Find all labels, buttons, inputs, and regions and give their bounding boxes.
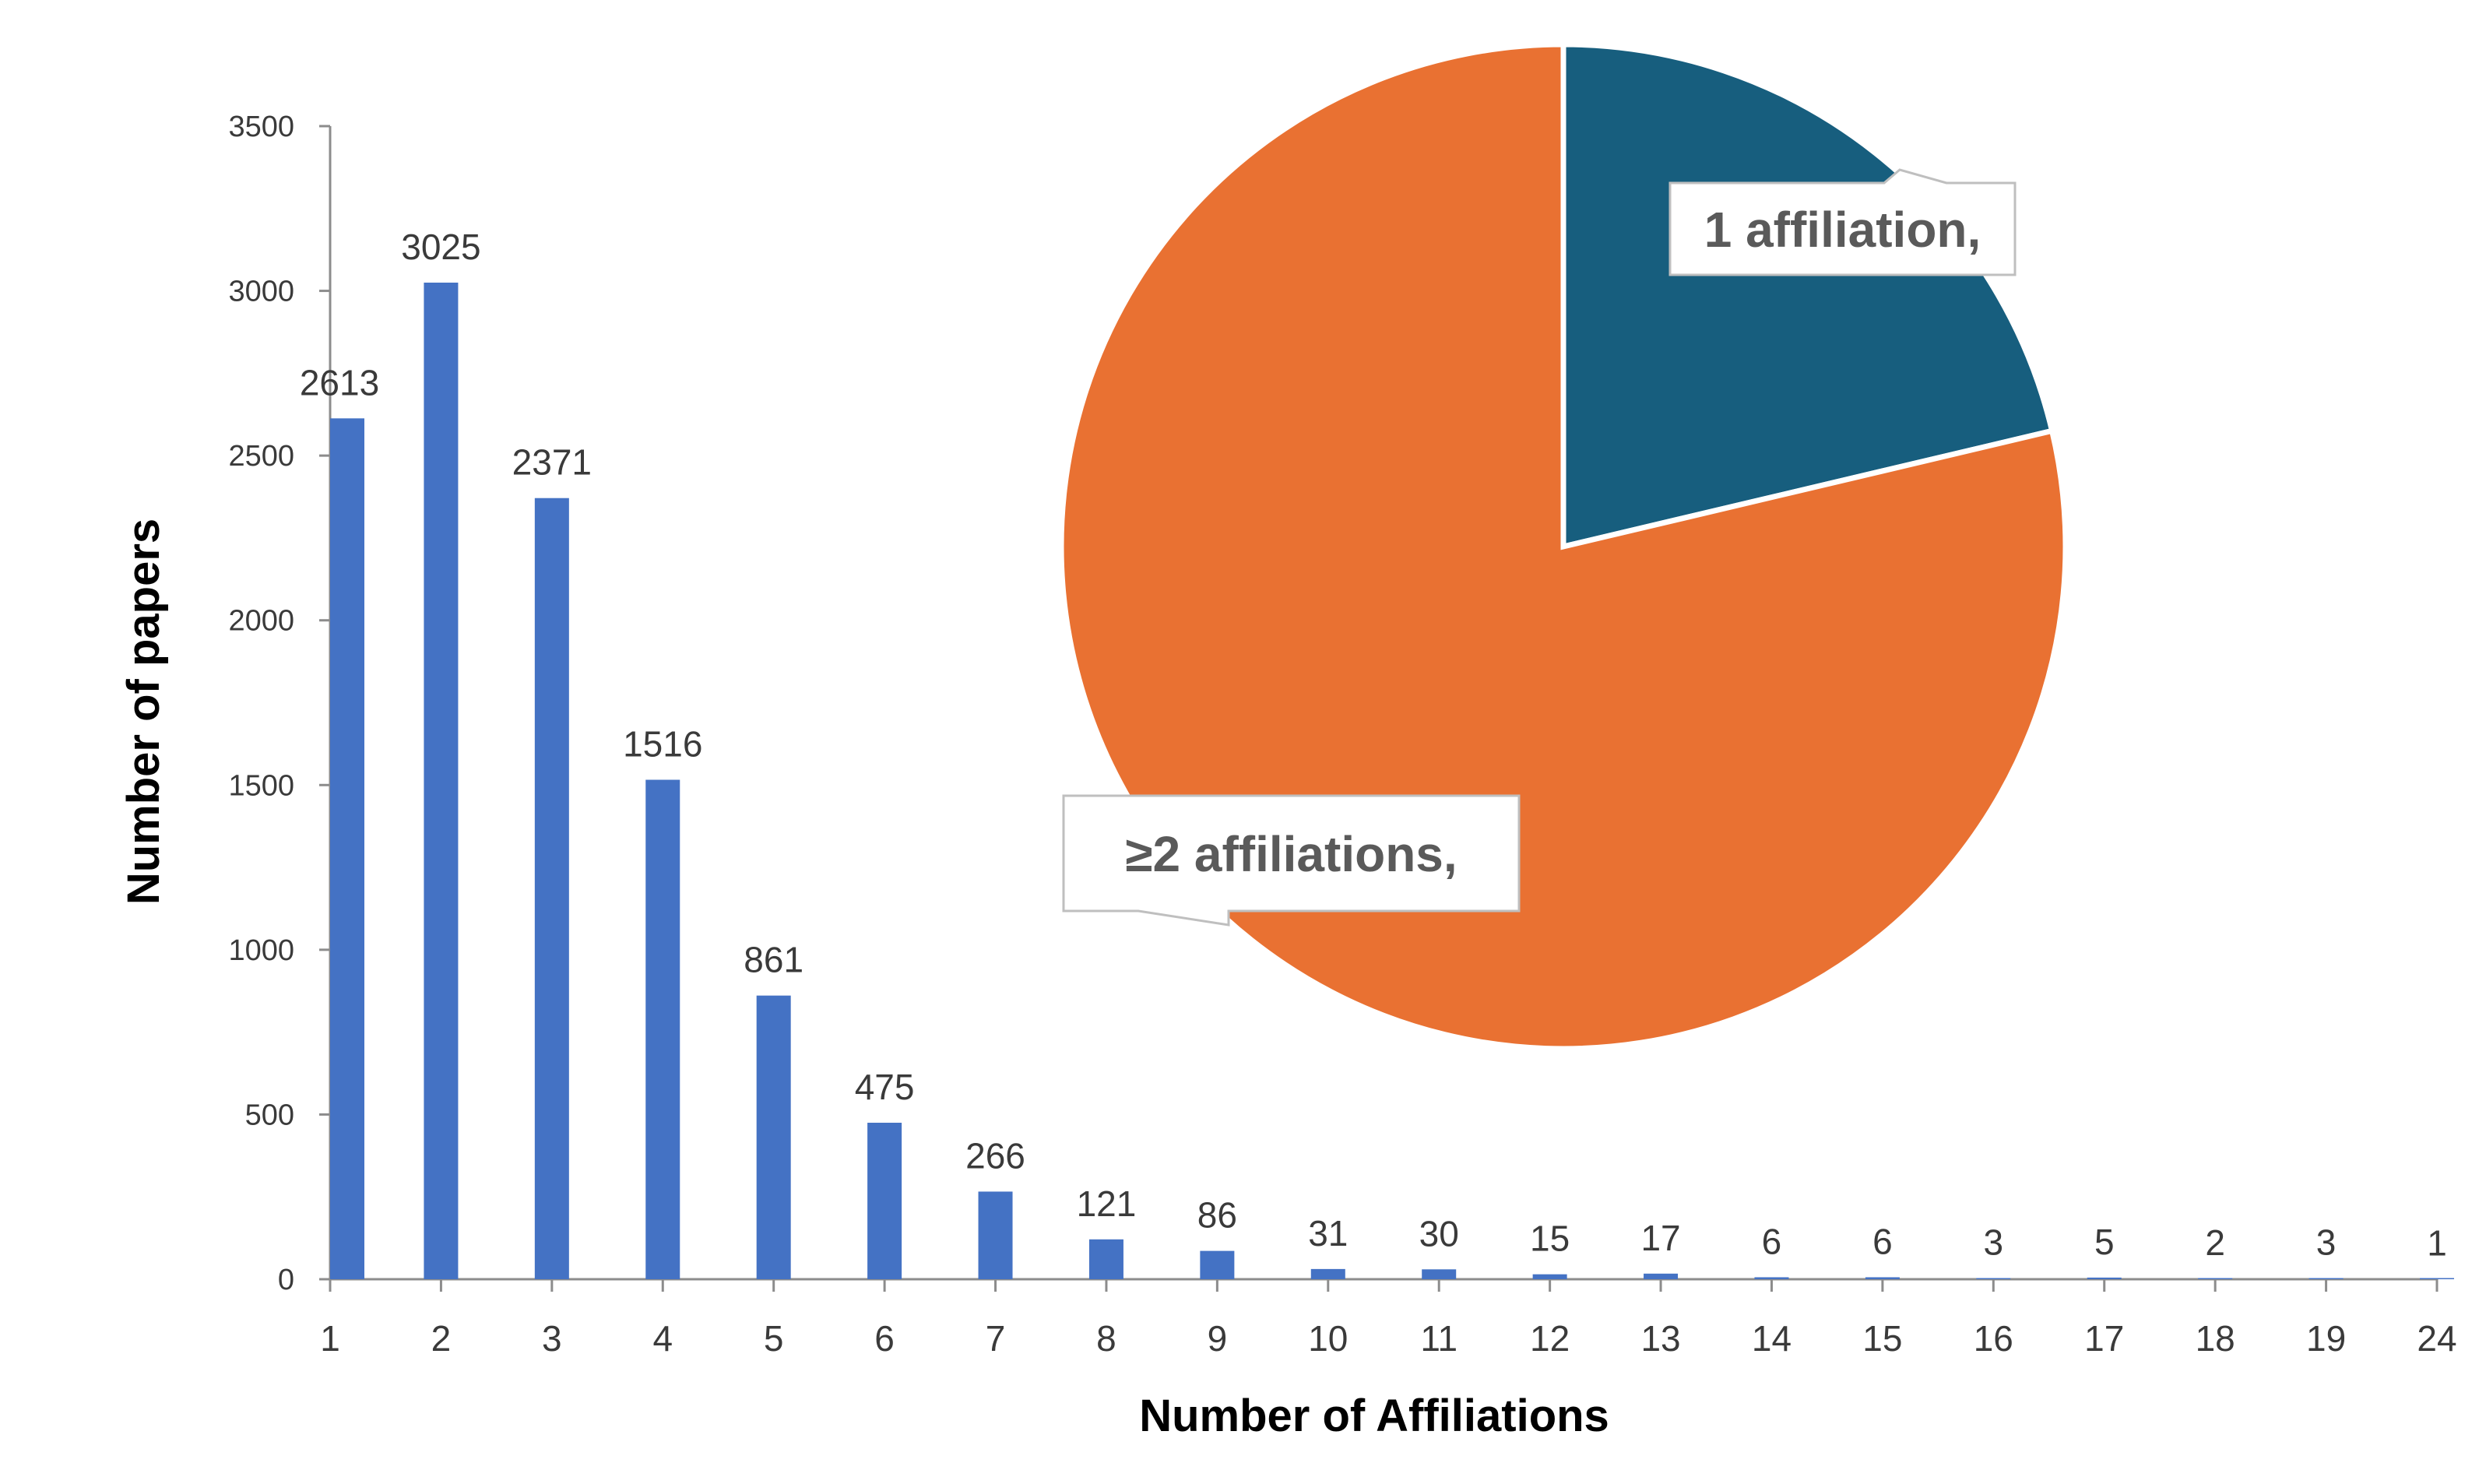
y-axis-title: Number of papers [118, 519, 169, 905]
bar [1754, 1277, 1789, 1279]
bar [1088, 1239, 1123, 1279]
bar-data-label: 86 [1197, 1195, 1237, 1236]
x-tick-label: 14 [1752, 1318, 1792, 1359]
pie-slice [1560, 41, 2055, 550]
bar-data-label: 6 [1872, 1221, 1893, 1261]
bar [1422, 1269, 1457, 1279]
x-tick-label: 12 [1530, 1318, 1570, 1359]
bar-data-label: 3025 [401, 227, 480, 267]
x-tick-label: 9 [1208, 1318, 1228, 1359]
x-tick-label: 7 [986, 1318, 1006, 1359]
bar-data-label: 861 [744, 940, 803, 980]
x-tick-label: 17 [2084, 1318, 2124, 1359]
bar [424, 282, 459, 1279]
bar-data-label: 1516 [623, 724, 702, 765]
callout-box [1062, 794, 1521, 927]
bar [1976, 1278, 2011, 1279]
x-tick-label: 24 [2417, 1318, 2456, 1359]
callout-box [1668, 168, 2017, 276]
bar-data-label: 31 [1308, 1213, 1348, 1254]
pie-slice-label: ≥2 affiliations, [1125, 826, 1457, 882]
bar [867, 1123, 902, 1279]
bar [756, 995, 791, 1279]
bar-data-label: 475 [855, 1067, 915, 1107]
x-tick-label: 11 [1420, 1318, 1457, 1359]
x-tick-label: 18 [2196, 1318, 2235, 1359]
x-axis-title: Number of Affiliations [1139, 1391, 1609, 1441]
pie-callout: ≥2 affiliations, [1062, 794, 1521, 927]
bar [1310, 1268, 1345, 1279]
bar [2087, 1277, 2122, 1279]
bar [2198, 1278, 2233, 1279]
bar [2308, 1278, 2344, 1279]
bar-data-label: 2 [2205, 1222, 2225, 1263]
x-axis-ticks: 1 2 3 4 5 6 7 8 9 10 11 12 13 14 15 16 17 18 19 24 [320, 1279, 2457, 1359]
bar [1865, 1277, 1900, 1279]
bar-data-label: 3 [2316, 1222, 2337, 1263]
bar-data-label: 30 [1419, 1213, 1459, 1254]
bar-data-label: 15 [1530, 1218, 1570, 1259]
x-tick-label: 3 [542, 1318, 562, 1359]
bar [978, 1191, 1013, 1279]
x-tick-label: 2 [431, 1318, 452, 1359]
x-tick-label: 15 [1862, 1318, 1902, 1359]
x-tick-label: 16 [1974, 1318, 2013, 1359]
y-tick-label: 2500 [228, 440, 294, 473]
bar [1200, 1250, 1235, 1279]
y-tick-label: 1000 [228, 934, 294, 967]
x-tick-label: 10 [1308, 1318, 1348, 1359]
x-tick-label: 8 [1096, 1318, 1116, 1359]
bar-data-label: 266 [965, 1135, 1025, 1176]
bar-data-label: 2371 [512, 442, 592, 483]
bar-data-label: 2613 [300, 362, 379, 403]
y-tick-label: 1500 [228, 769, 294, 802]
y-tick-label: 0 [278, 1264, 294, 1296]
x-tick-label: 6 [874, 1318, 895, 1359]
bar-data-label: 17 [1640, 1218, 1680, 1258]
pie-chart: 1 affiliation, ≥2 affiliations, [1058, 41, 2069, 1052]
bar-data-label: 121 [1077, 1183, 1137, 1224]
y-tick-label: 3000 [228, 276, 294, 308]
x-tick-label: 19 [2306, 1318, 2346, 1359]
bar-data-label: 6 [1762, 1221, 1782, 1261]
x-tick-label: 13 [1640, 1318, 1680, 1359]
bar-data-label: 3 [1984, 1222, 2004, 1263]
bar [1644, 1273, 1679, 1279]
y-tick-label: 500 [245, 1099, 294, 1131]
y-axis-ticks: 0 500 1000 1500 2000 2500 3000 3500 [228, 111, 330, 1296]
y-tick-label: 2000 [228, 605, 294, 638]
bar [330, 418, 364, 1280]
x-tick-label: 5 [764, 1318, 784, 1359]
bar [2420, 1278, 2454, 1279]
pie-callout: 1 affiliation, [1668, 168, 2017, 276]
bar-series [330, 282, 2454, 1280]
pie-slice-label: 1 affiliation, [1704, 202, 1981, 258]
bar [1532, 1274, 1567, 1279]
y-tick-label: 3500 [228, 111, 294, 143]
x-tick-label: 1 [320, 1318, 340, 1359]
bar [645, 779, 680, 1279]
bar-data-label: 5 [2094, 1222, 2115, 1262]
bar-data-label: 1 [2427, 1223, 2447, 1264]
bar [534, 498, 569, 1279]
x-tick-label: 4 [652, 1318, 673, 1359]
